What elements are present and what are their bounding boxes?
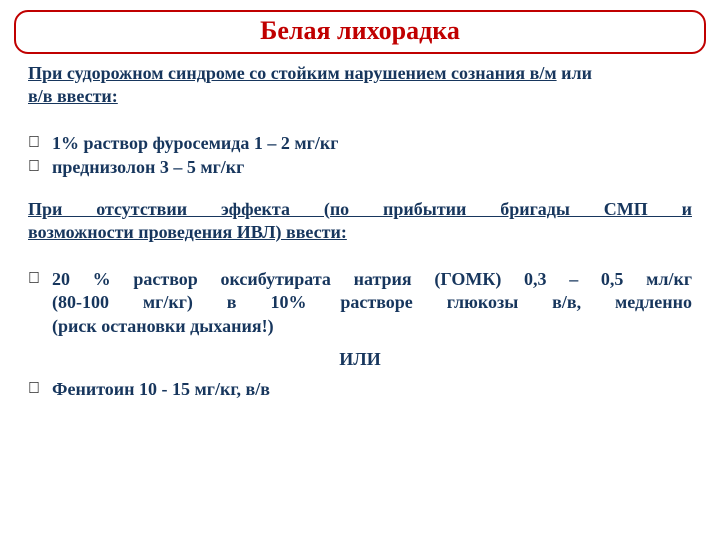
item1-line1: 20 % раствор оксибутирата натрия (ГОМК) … xyxy=(52,268,692,292)
list-item-text: Фенитоин 10 - 15 мг/кг, в/в xyxy=(52,378,692,402)
bullet-icon:  xyxy=(28,268,46,290)
content-area: При судорожном синдроме со стойким наруш… xyxy=(28,62,692,402)
list-item-text: 20 % раствор оксибутирата натрия (ГОМК) … xyxy=(52,268,692,339)
bullet-icon:  xyxy=(28,156,46,178)
slide-title: Белая лихорадка xyxy=(16,16,704,46)
item1-line3: (риск остановки дыхания!) xyxy=(52,315,692,339)
item1-line2: (80-100 мг/кг) в 10% растворе глюкозы в/… xyxy=(52,291,692,315)
section1-lead-rest: или xyxy=(557,63,592,83)
or-separator: ИЛИ xyxy=(28,349,692,370)
bullet-icon:  xyxy=(28,378,46,400)
section1-list:  1% раствор фуросемида 1 – 2 мг/кг  пр… xyxy=(28,132,692,180)
section2-list:  20 % раствор оксибутирата натрия (ГОМК… xyxy=(28,268,692,339)
section2-list-b:  Фенитоин 10 - 15 мг/кг, в/в xyxy=(28,378,692,402)
section1-lead-underline: При судорожном синдроме со стойким наруш… xyxy=(28,63,557,83)
list-item:  20 % раствор оксибутирата натрия (ГОМК… xyxy=(50,268,692,339)
list-item:  преднизолон 3 – 5 мг/кг xyxy=(50,156,692,180)
section2-lead-line2: возможности проведения ИВЛ) ввести: xyxy=(28,221,692,244)
section2-lead: При отсутствии эффекта (по прибытии бриг… xyxy=(28,198,692,244)
list-item-text: 1% раствор фуросемида 1 – 2 мг/кг xyxy=(52,132,692,156)
title-box: Белая лихорадка xyxy=(14,10,706,54)
bullet-icon:  xyxy=(28,132,46,154)
section1-lead-line2: в/в ввести: xyxy=(28,86,118,106)
section1-lead: При судорожном синдроме со стойким наруш… xyxy=(28,62,692,108)
section2-lead-line1: При отсутствии эффекта (по прибытии бриг… xyxy=(28,198,692,221)
list-item-text: преднизолон 3 – 5 мг/кг xyxy=(52,156,692,180)
list-item:  Фенитоин 10 - 15 мг/кг, в/в xyxy=(50,378,692,402)
list-item:  1% раствор фуросемида 1 – 2 мг/кг xyxy=(50,132,692,156)
